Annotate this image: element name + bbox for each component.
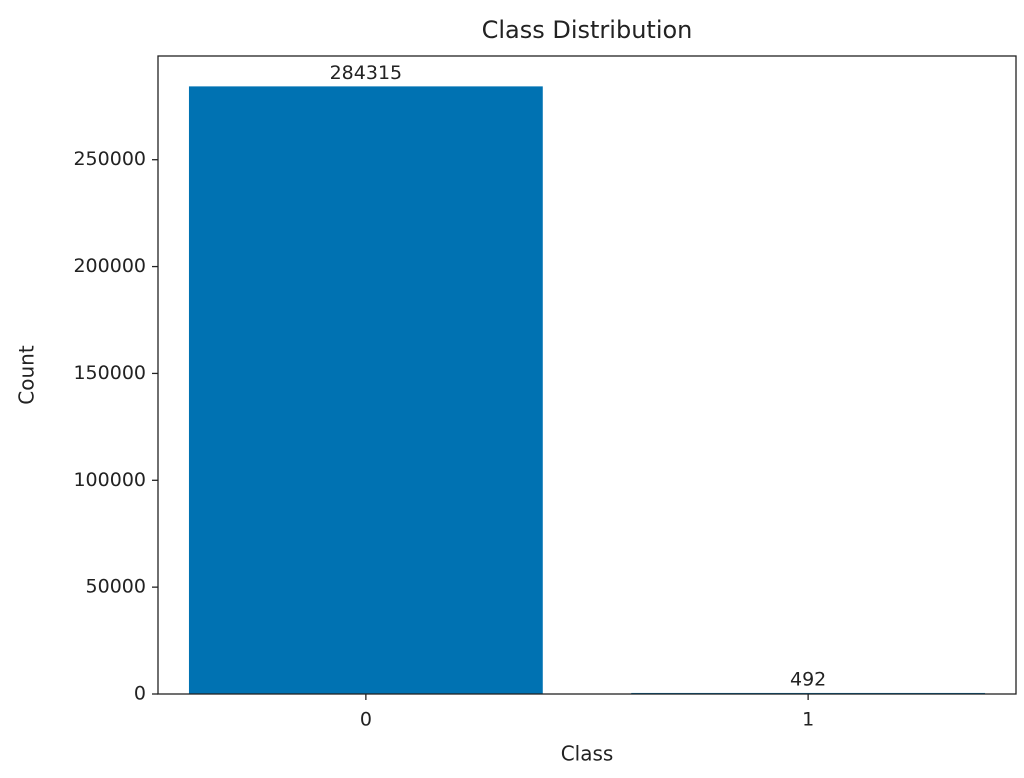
y-axis-label: Count	[15, 345, 39, 405]
data-label: 492	[790, 668, 826, 690]
y-tick-label: 200000	[73, 255, 146, 277]
x-tick-label: 1	[802, 709, 814, 731]
bar	[188, 86, 543, 694]
y-tick-label: 0	[134, 683, 146, 705]
y-tick-label: 50000	[86, 576, 146, 598]
y-tick-label: 100000	[73, 469, 146, 491]
y-tick-label: 250000	[73, 148, 146, 170]
data-label: 284315	[330, 62, 403, 84]
x-axis-label: Class	[561, 742, 614, 766]
y-tick-label: 150000	[73, 362, 146, 384]
chart-title: Class Distribution	[482, 16, 693, 44]
plot-area	[188, 86, 986, 694]
x-tick-label: 0	[360, 709, 372, 731]
axes-frame	[157, 55, 1017, 695]
